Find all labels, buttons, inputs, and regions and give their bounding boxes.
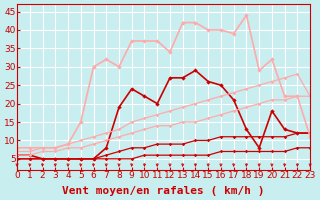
- X-axis label: Vent moyen/en rafales ( km/h ): Vent moyen/en rafales ( km/h ): [62, 186, 265, 196]
